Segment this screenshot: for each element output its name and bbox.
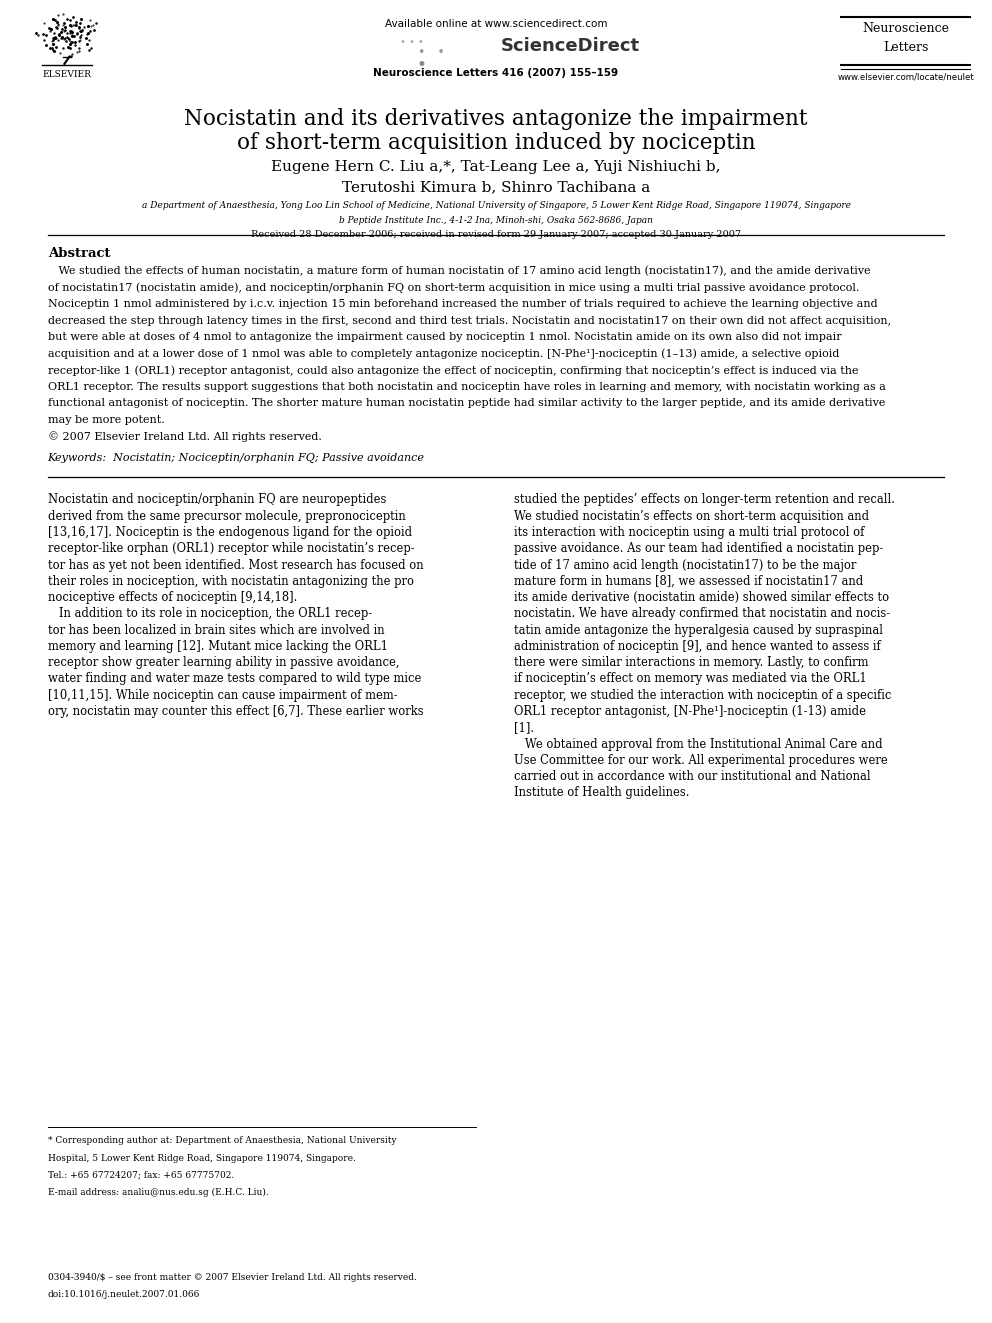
- Text: receptor-like orphan (ORL1) receptor while nocistatin’s recep-: receptor-like orphan (ORL1) receptor whi…: [48, 542, 415, 556]
- Text: Eugene Hern C. Liu a,*, Tat-Leang Lee a, Yuji Nishiuchi b,: Eugene Hern C. Liu a,*, Tat-Leang Lee a,…: [271, 160, 721, 175]
- Text: ory, nocistatin may counter this effect [6,7]. These earlier works: ory, nocistatin may counter this effect …: [48, 705, 424, 718]
- Text: their roles in nociception, with nocistatin antagonizing the pro: their roles in nociception, with nocista…: [48, 574, 414, 587]
- Text: We studied the effects of human nocistatin, a mature form of human nocistatin of: We studied the effects of human nocistat…: [48, 266, 870, 277]
- Text: if nociceptin’s effect on memory was mediated via the ORL1: if nociceptin’s effect on memory was med…: [514, 672, 867, 685]
- Text: In addition to its role in nociception, the ORL1 recep-: In addition to its role in nociception, …: [48, 607, 372, 620]
- Text: there were similar interactions in memory. Lastly, to confirm: there were similar interactions in memor…: [514, 656, 868, 669]
- Text: Keywords:  Nocistatin; Nociceptin/orphanin FQ; Passive avoidance: Keywords: Nocistatin; Nociceptin/orphani…: [48, 452, 425, 463]
- Text: Institute of Health guidelines.: Institute of Health guidelines.: [514, 786, 689, 799]
- Text: [10,11,15]. While nociceptin can cause impairment of mem-: [10,11,15]. While nociceptin can cause i…: [48, 689, 397, 701]
- Text: Received 28 December 2006; received in revised form 29 January 2007; accepted 30: Received 28 December 2006; received in r…: [251, 230, 741, 239]
- Text: © 2007 Elsevier Ireland Ltd. All rights reserved.: © 2007 Elsevier Ireland Ltd. All rights …: [48, 431, 321, 442]
- Text: its interaction with nociceptin using a multi trial protocol of: its interaction with nociceptin using a …: [514, 527, 864, 538]
- Text: tatin amide antagonize the hyperalgesia caused by supraspinal: tatin amide antagonize the hyperalgesia …: [514, 623, 883, 636]
- Text: administration of nociceptin [9], and hence wanted to assess if: administration of nociceptin [9], and he…: [514, 640, 881, 654]
- Text: nocistatin. We have already confirmed that nocistatin and nocis-: nocistatin. We have already confirmed th…: [514, 607, 890, 620]
- Text: tor has as yet not been identified. Most research has focused on: tor has as yet not been identified. Most…: [48, 558, 424, 572]
- Text: Use Committee for our work. All experimental procedures were: Use Committee for our work. All experime…: [514, 754, 888, 767]
- Text: •: •: [417, 56, 427, 74]
- Text: E-mail address: analiu@nus.edu.sg (E.H.C. Liu).: E-mail address: analiu@nus.edu.sg (E.H.C…: [48, 1188, 269, 1197]
- Text: Nocistatin and its derivatives antagonize the impairment: Nocistatin and its derivatives antagoniz…: [185, 107, 807, 130]
- Text: [1].: [1].: [514, 721, 534, 734]
- Text: of short-term acquisition induced by nociceptin: of short-term acquisition induced by noc…: [237, 132, 755, 153]
- Text: but were able at doses of 4 nmol to antagonize the impairment caused by nocicept: but were able at doses of 4 nmol to anta…: [48, 332, 841, 343]
- Text: * Corresponding author at: Department of Anaesthesia, National University: * Corresponding author at: Department of…: [48, 1136, 396, 1146]
- Text: receptor show greater learning ability in passive avoidance,: receptor show greater learning ability i…: [48, 656, 399, 669]
- Text: carried out in accordance with our institutional and National: carried out in accordance with our insti…: [514, 770, 871, 783]
- Text: functional antagonist of nociceptin. The shorter mature human nocistatin peptide: functional antagonist of nociceptin. The…: [48, 398, 885, 409]
- Text: of nocistatin17 (nocistatin amide), and nociceptin/orphanin FQ on short-term acq: of nocistatin17 (nocistatin amide), and …: [48, 283, 859, 292]
- Text: memory and learning [12]. Mutant mice lacking the ORL1: memory and learning [12]. Mutant mice la…: [48, 640, 388, 654]
- Text: decreased the step through latency times in the first, second and third test tri: decreased the step through latency times…: [48, 315, 891, 325]
- Text: acquisition and at a lower dose of 1 nmol was able to completely antagonize noci: acquisition and at a lower dose of 1 nmo…: [48, 348, 839, 359]
- Text: tor has been localized in brain sites which are involved in: tor has been localized in brain sites wh…: [48, 623, 384, 636]
- Text: Terutoshi Kimura b, Shinro Tachibana a: Terutoshi Kimura b, Shinro Tachibana a: [342, 180, 650, 194]
- Text: Neuroscience Letters 416 (2007) 155–159: Neuroscience Letters 416 (2007) 155–159: [373, 67, 619, 78]
- Text: water finding and water maze tests compared to wild type mice: water finding and water maze tests compa…: [48, 672, 421, 685]
- Text: studied the peptides’ effects on longer-term retention and recall.: studied the peptides’ effects on longer-…: [514, 493, 895, 507]
- Text: may be more potent.: may be more potent.: [48, 414, 165, 425]
- Text: Hospital, 5 Lower Kent Ridge Road, Singapore 119074, Singapore.: Hospital, 5 Lower Kent Ridge Road, Singa…: [48, 1154, 355, 1163]
- Text: Letters: Letters: [883, 41, 929, 54]
- Text: Nocistatin and nociceptin/orphanin FQ are neuropeptides: Nocistatin and nociceptin/orphanin FQ ar…: [48, 493, 386, 507]
- Text: a Department of Anaesthesia, Yong Loo Lin School of Medicine, National Universit: a Department of Anaesthesia, Yong Loo Li…: [142, 201, 850, 210]
- Text: Tel.: +65 67724207; fax: +65 67775702.: Tel.: +65 67724207; fax: +65 67775702.: [48, 1171, 234, 1180]
- Text: nociceptive effects of nociceptin [9,14,18].: nociceptive effects of nociceptin [9,14,…: [48, 591, 297, 605]
- Text: doi:10.1016/j.neulet.2007.01.066: doi:10.1016/j.neulet.2007.01.066: [48, 1290, 200, 1299]
- Text: We obtained approval from the Institutional Animal Care and: We obtained approval from the Institutio…: [514, 738, 883, 750]
- Text: receptor, we studied the interaction with nociceptin of a specific: receptor, we studied the interaction wit…: [514, 689, 891, 701]
- Text: derived from the same precursor molecule, prepronociceptin: derived from the same precursor molecule…: [48, 509, 406, 523]
- Text: ELSEVIER: ELSEVIER: [43, 70, 91, 79]
- Text: Available online at www.sciencedirect.com: Available online at www.sciencedirect.co…: [385, 19, 607, 29]
- Text: receptor-like 1 (ORL1) receptor antagonist, could also antagonize the effect of : receptor-like 1 (ORL1) receptor antagoni…: [48, 365, 858, 376]
- Text: Neuroscience: Neuroscience: [862, 21, 949, 34]
- Text: Abstract: Abstract: [48, 247, 110, 261]
- Text: tide of 17 amino acid length (nocistatin17) to be the major: tide of 17 amino acid length (nocistatin…: [514, 558, 856, 572]
- Text: 0304-3940/$ – see front matter © 2007 Elsevier Ireland Ltd. All rights reserved.: 0304-3940/$ – see front matter © 2007 El…: [48, 1273, 417, 1282]
- Text: passive avoidance. As our team had identified a nocistatin pep-: passive avoidance. As our team had ident…: [514, 542, 883, 556]
- Text: ScienceDirect: ScienceDirect: [501, 37, 640, 56]
- Text: b Peptide Institute Inc., 4-1-2 Ina, Minoh-shi, Osaka 562-8686, Japan: b Peptide Institute Inc., 4-1-2 Ina, Min…: [339, 216, 653, 225]
- Text: www.elsevier.com/locate/neulet: www.elsevier.com/locate/neulet: [837, 71, 974, 81]
- Text: mature form in humans [8], we assessed if nocistatin17 and: mature form in humans [8], we assessed i…: [514, 574, 863, 587]
- Text: its amide derivative (nocistatin amide) showed similar effects to: its amide derivative (nocistatin amide) …: [514, 591, 889, 605]
- Text: Nociceptin 1 nmol administered by i.c.v. injection 15 min beforehand increased t: Nociceptin 1 nmol administered by i.c.v.…: [48, 299, 877, 310]
- Text: •   •: • •: [419, 46, 444, 60]
- Text: We studied nocistatin’s effects on short-term acquisition and: We studied nocistatin’s effects on short…: [514, 509, 869, 523]
- Text: ORL1 receptor. The results support suggestions that both nocistatin and nocicept: ORL1 receptor. The results support sugge…: [48, 381, 886, 392]
- Text: • • •: • • •: [400, 37, 424, 48]
- Text: [13,16,17]. Nociceptin is the endogenous ligand for the opioid: [13,16,17]. Nociceptin is the endogenous…: [48, 527, 412, 538]
- Text: ORL1 receptor antagonist, [N-Phe¹]-nociceptin (1-13) amide: ORL1 receptor antagonist, [N-Phe¹]-nocic…: [514, 705, 866, 718]
